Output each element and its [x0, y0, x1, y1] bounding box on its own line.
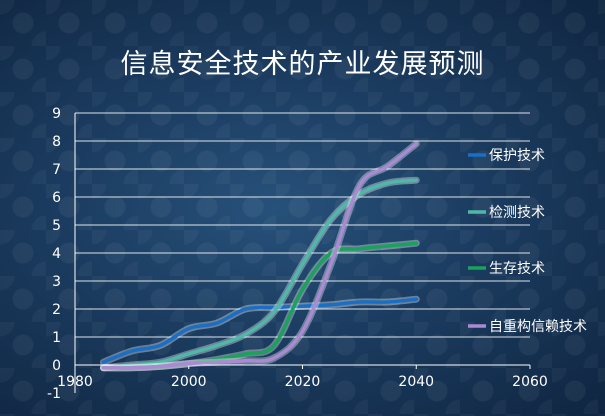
series-line-2: [101, 178, 418, 370]
y-tick-label: 0: [52, 358, 61, 374]
chart-title: 信息安全技术的产业发展预测: [120, 49, 485, 80]
series-glow: [99, 140, 420, 372]
x-tick-label: 2040: [398, 374, 434, 390]
series-glow: [99, 176, 420, 372]
x-tick-label: 2060: [512, 374, 548, 390]
legend-label: 生存技术: [489, 261, 545, 277]
y-tick-label: 1: [52, 330, 61, 346]
series-line-1: [101, 297, 418, 364]
series-line-4: [101, 142, 418, 370]
y-tick-label: 7: [52, 162, 61, 178]
x-tick-label: 2020: [285, 374, 321, 390]
legend-label: 自重构信赖技术: [489, 319, 587, 335]
y-tick-label: 3: [52, 274, 61, 290]
legend-label: 检测技术: [489, 205, 545, 221]
x-tick-label: 1980: [57, 374, 93, 390]
y-tick-label: 5: [52, 218, 61, 234]
y-tick-label: 6: [52, 190, 61, 206]
legend-label: 保护技术: [489, 148, 545, 164]
y-tick-label: 4: [52, 246, 61, 262]
y-tick-label: -1: [47, 386, 61, 402]
x-tick-label: 2000: [171, 374, 207, 390]
y-tick-label: 8: [52, 134, 61, 150]
y-tick-label: 9: [52, 106, 61, 122]
y-tick-label: 2: [52, 302, 61, 318]
